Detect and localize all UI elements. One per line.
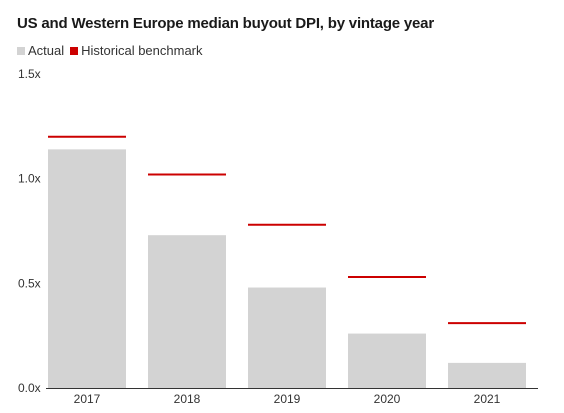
- y-tick-label: 0.0x: [18, 381, 41, 395]
- bar-actual-2017: [48, 149, 126, 388]
- y-tick-label: 1.5x: [18, 67, 41, 81]
- bar-actual-2021: [448, 362, 526, 388]
- bar-actual-2018: [148, 235, 226, 388]
- y-tick-label: 1.0x: [18, 172, 41, 186]
- y-tick-label: 0.5x: [18, 276, 41, 290]
- legend-label-actual: Actual: [28, 43, 65, 58]
- legend-swatch-actual: [17, 46, 25, 55]
- x-tick-label: 2019: [274, 392, 301, 406]
- x-tick-label: 2021: [474, 392, 501, 406]
- legend-label-benchmark: Historical benchmark: [81, 43, 203, 58]
- legend-item-benchmark: Historical benchmark: [70, 43, 203, 58]
- bar-actual-2020: [348, 333, 426, 388]
- chart-title: US and Western Europe median buyout DPI,…: [17, 15, 434, 32]
- x-tick-label: 2020: [374, 392, 401, 406]
- bar-actual-2019: [248, 287, 326, 388]
- x-tick-label: 2017: [74, 392, 101, 406]
- legend: Actual Historical benchmark: [17, 43, 209, 58]
- x-tick-label: 2018: [174, 392, 201, 406]
- legend-item-actual: Actual: [17, 43, 64, 58]
- legend-swatch-benchmark: [70, 46, 79, 55]
